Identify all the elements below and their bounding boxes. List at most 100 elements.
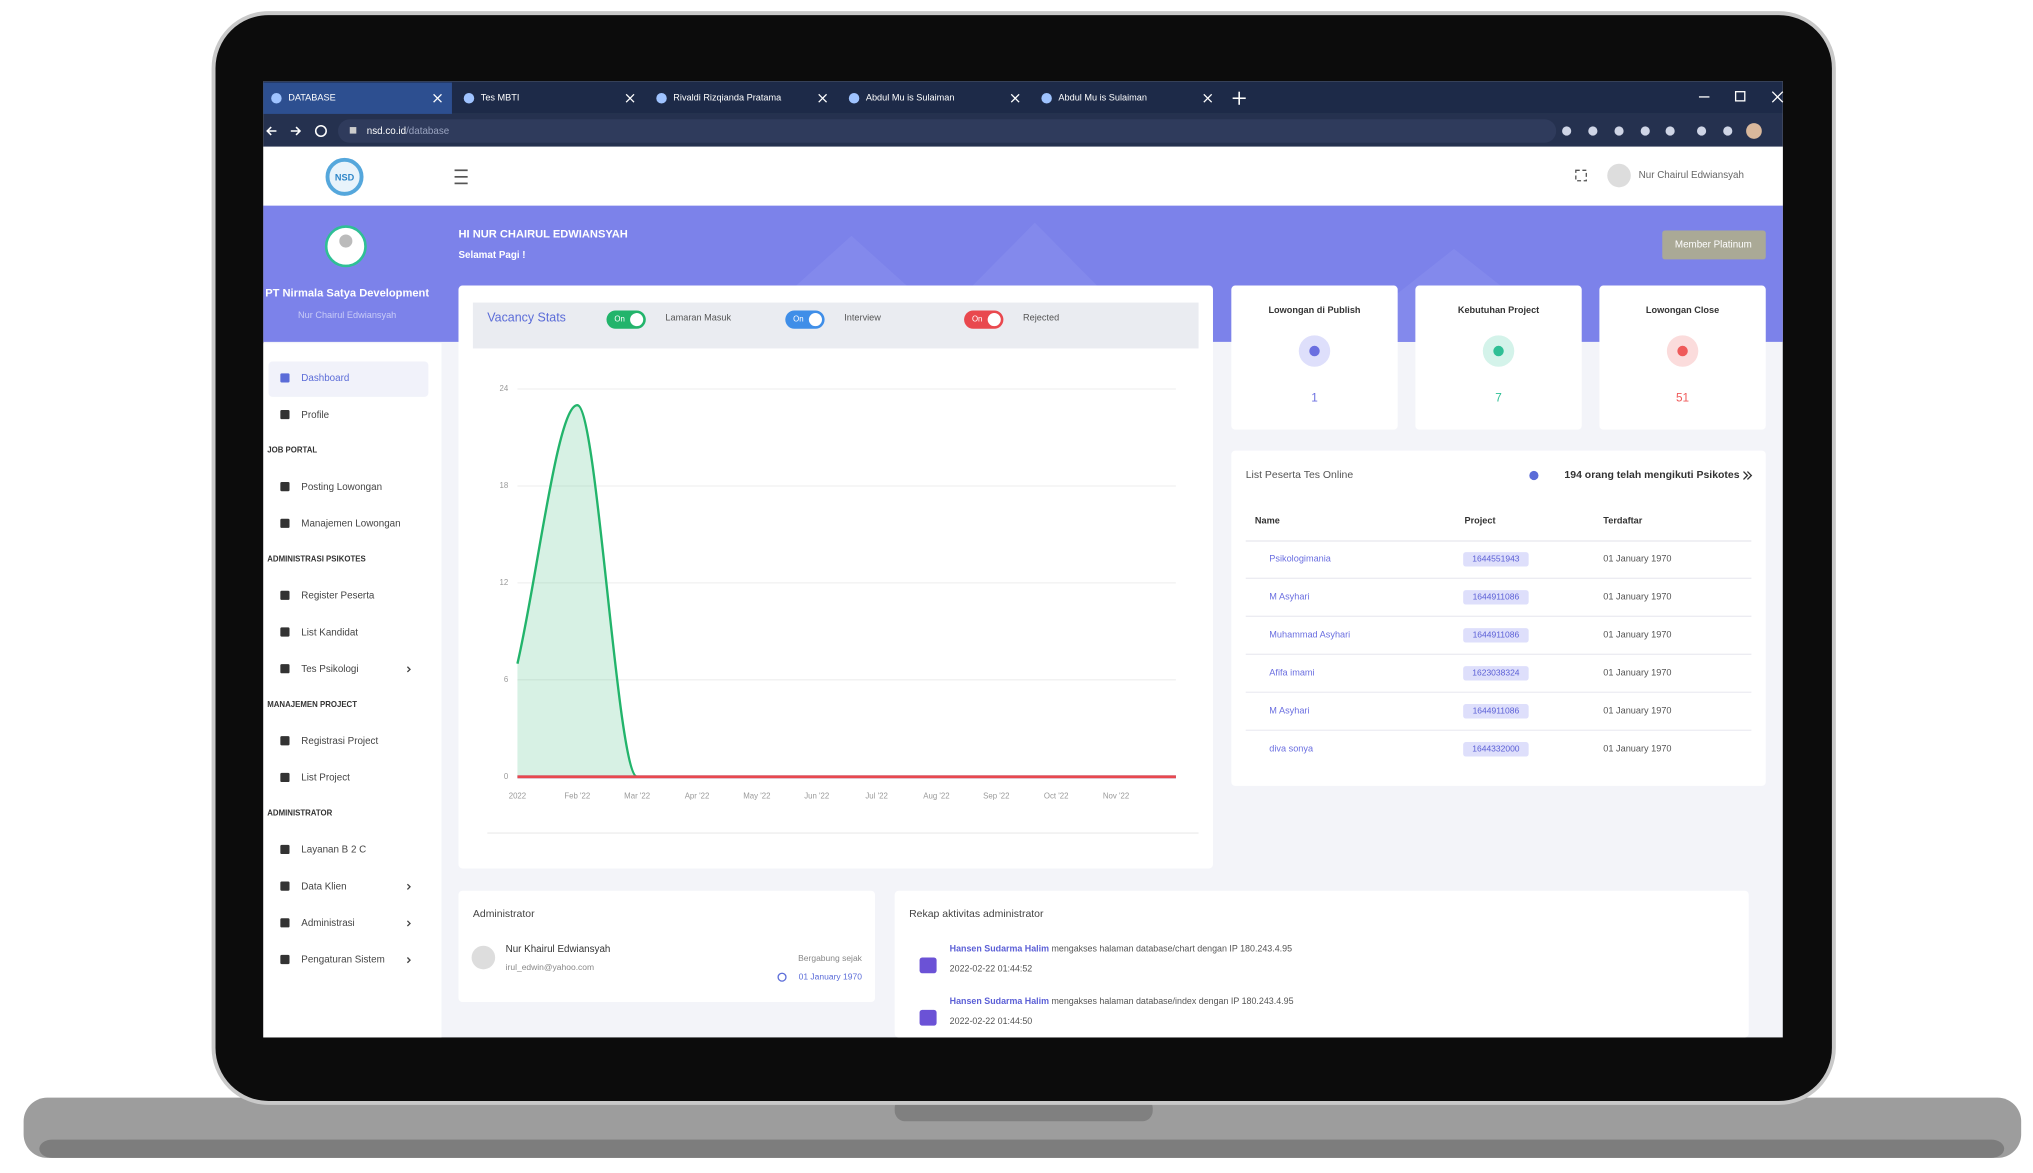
tab-close [1203, 93, 1213, 103]
toolbar-icon [1723, 126, 1733, 136]
url-host: nsd.co.id [367, 126, 406, 137]
x-tick-label: May '22 [743, 791, 770, 800]
project-badge [1463, 704, 1529, 719]
menu-icon [280, 409, 290, 420]
activity-action: mengakses halaman database/chart dengan … [1049, 944, 1292, 954]
toggle-knob [630, 313, 644, 327]
submenu-arrow [406, 920, 411, 927]
menu-item[interactable]: Profile [301, 410, 329, 421]
menu-item[interactable]: List Kandidat [301, 627, 358, 638]
submenu-arrow [406, 957, 411, 964]
y-tick-label: 18 [500, 481, 509, 490]
y-tick-label: 0 [504, 772, 509, 781]
toggle-state: On [614, 315, 624, 324]
participant-link[interactable]: Afifa imami [1269, 668, 1314, 678]
toolbar-icon [1696, 126, 1707, 136]
menu-item[interactable]: Registrasi Project [301, 736, 378, 747]
activity-user[interactable]: Hansen Sudarma Halim [950, 996, 1049, 1006]
participant-link[interactable]: diva sonya [1269, 744, 1314, 754]
activity-time: 2022-02-22 01:44:52 [950, 964, 1033, 974]
project-id: 1623038324 [1472, 668, 1520, 678]
admin-email: irul_edwin@yahoo.com [506, 962, 594, 972]
x-tick-label: Mar '22 [624, 791, 650, 800]
project-id: 1644911086 [1473, 592, 1520, 602]
reload [314, 124, 327, 138]
menu-item[interactable]: Register Peserta [301, 591, 375, 602]
profile-icon [1746, 123, 1762, 139]
fullscreen [1575, 169, 1587, 182]
activity-user[interactable]: Hansen Sudarma Halim [950, 944, 1049, 954]
tab-title[interactable]: Tes MBTI [481, 93, 520, 103]
activity-title: Rekap aktivitas administrator [909, 909, 1044, 920]
laptop-base-edge [39, 1139, 2005, 1158]
registered-date: 01 January 1970 [1603, 668, 1671, 678]
registered-date: 01 January 1970 [1603, 592, 1671, 602]
project-badge [1463, 628, 1529, 643]
project-id: 1644332000 [1472, 744, 1520, 754]
stat-label: Lowongan Close [1646, 305, 1719, 315]
tab-title[interactable]: Rivaldi Rizqianda Pratama [673, 93, 782, 103]
registered-date: 01 January 1970 [1603, 630, 1671, 640]
menu-icon [280, 373, 290, 383]
activity-card [894, 890, 1749, 1038]
menu-heading: ADMINISTRASI PSIKOTES [267, 554, 366, 563]
submenu-arrow [406, 883, 411, 890]
project-badge [1463, 590, 1529, 605]
menu-active [268, 361, 429, 397]
y-tick-label: 6 [504, 675, 509, 684]
menu-item[interactable]: List Project [301, 773, 350, 784]
column-header: Name [1255, 516, 1280, 526]
menu-item[interactable]: Dashboard [301, 373, 349, 384]
x-tick-label: Nov '22 [1103, 791, 1129, 800]
x-tick-label: Oct '22 [1044, 791, 1069, 800]
maximize [1734, 91, 1746, 102]
menu-item[interactable]: Tes Psikologi [301, 664, 358, 675]
menu-item[interactable]: Manajemen Lowongan [301, 519, 400, 530]
stat-label: Kebutuhan Project [1458, 305, 1539, 315]
chart-header [472, 302, 1199, 349]
tab-title[interactable]: DATABASE [288, 93, 335, 103]
menu-icon [280, 627, 290, 637]
subgreeting: Selamat Pagi ! [458, 250, 525, 261]
toolbar-icon [1640, 126, 1650, 136]
legend-label: Rejected [1023, 313, 1059, 323]
stat-value: 1 [1311, 391, 1318, 404]
x-tick-label: Jun '22 [804, 791, 829, 800]
participant-link[interactable]: Psikologimania [1269, 554, 1331, 564]
company: PT Nirmala Satya Development [265, 287, 429, 299]
sidebar [263, 343, 442, 1038]
stat-icon-glyph [1493, 345, 1504, 357]
menu-item[interactable]: Administrasi [301, 918, 354, 929]
area [517, 405, 1176, 777]
activity-action: mengakses halaman database/index dengan … [1049, 996, 1294, 1006]
admin-card [458, 890, 876, 1003]
menu-icon [280, 844, 290, 855]
menu-item[interactable]: Pengaturan Sistem [301, 955, 384, 966]
menu-item[interactable]: Layanan B 2 C [301, 845, 366, 856]
project-id: 1644911086 [1473, 630, 1520, 640]
url-field [337, 119, 1557, 143]
project-badge [1463, 552, 1529, 567]
participant-link[interactable]: M Asyhari [1269, 592, 1309, 602]
url-path: /database [406, 126, 450, 137]
x-tick-label: 2022 [509, 791, 526, 800]
participant-link[interactable]: Muhammad Asyhari [1269, 630, 1350, 640]
menu-item[interactable]: Posting Lowongan [301, 482, 382, 493]
tab-close [1010, 93, 1020, 103]
tab-title[interactable]: Abdul Mu is Sulaiman [866, 93, 955, 103]
logo-text: NSD [335, 173, 355, 183]
submenu-arrow [406, 666, 411, 673]
participant-link[interactable]: M Asyhari [1269, 706, 1309, 716]
badge-text[interactable]: Member Platinum [1675, 240, 1752, 251]
menu-item[interactable]: Data Klien [301, 881, 346, 892]
menu-icon [280, 918, 290, 928]
chart-card [458, 285, 1213, 869]
app-header [263, 146, 1783, 206]
toolbar-icon [1562, 126, 1572, 136]
registered-date: 01 January 1970 [1603, 706, 1671, 716]
tab-title[interactable]: Abdul Mu is Sulaiman [1058, 93, 1147, 103]
user-menu[interactable]: Nur Chairul Edwiansyah [1639, 170, 1744, 181]
toolbar-icon [1614, 126, 1624, 136]
x-tick-label: Aug '22 [923, 791, 949, 800]
tab-icon [1041, 93, 1052, 104]
